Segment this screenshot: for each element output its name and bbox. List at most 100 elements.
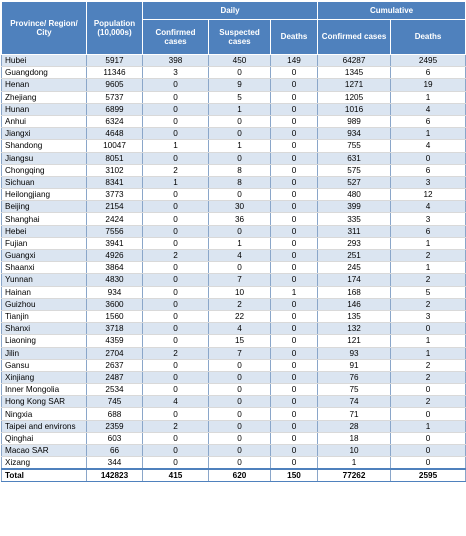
population-cell: 8341: [86, 176, 143, 190]
daily-confirmed-cell: 2: [142, 347, 209, 360]
daily-suspected-cell: 1: [208, 103, 271, 116]
cumulative-deaths-cell: 3: [390, 310, 466, 324]
daily-group-header: Daily: [141, 1, 319, 20]
population-cell: 2637: [86, 359, 143, 372]
region-cell: Heilongjiang: [1, 188, 87, 202]
cumulative-deaths-cell: 0: [390, 407, 466, 421]
region-cell: Zhejiang: [1, 91, 87, 104]
cumulative-deaths-cell: 6: [390, 164, 466, 177]
table-row: Sichuan 8341 1 8 0 527 3: [1, 176, 466, 190]
daily-deaths-cell: 0: [269, 200, 318, 214]
daily-deaths-cell: 0: [269, 212, 318, 226]
daily-confirmed-cell: 1: [142, 176, 209, 190]
daily-confirmed-cell: 398: [142, 54, 209, 68]
daily-suspected-cell: 5: [208, 91, 271, 104]
cumulative-deaths-cell: 1: [390, 127, 466, 141]
total-daily-suspected-cell: 620: [208, 468, 271, 483]
population-cell: 5737: [86, 91, 143, 104]
cumulative-deaths-header: Deaths: [390, 19, 466, 55]
cumulative-confirmed-cell: 168: [317, 286, 391, 299]
daily-suspected-cell: 36: [208, 212, 271, 226]
table-row: Shanghai 2424 0 36 0 335 3: [1, 212, 466, 226]
table-row: Ningxia 688 0 0 0 71 0: [1, 407, 466, 421]
population-cell: 745: [86, 395, 143, 409]
cumulative-deaths-cell: 3: [390, 176, 466, 190]
total-cumulative-deaths-cell: 2595: [390, 468, 466, 483]
total-cumulative-confirmed-cell: 77262: [317, 468, 391, 483]
table-row: Henan 9605 0 9 0 1271 19: [1, 78, 466, 92]
region-cell: Beijing: [1, 200, 87, 214]
cumulative-confirmed-cell: 28: [317, 420, 391, 433]
daily-deaths-cell: 0: [269, 249, 318, 263]
table-body: Hubei 5917 398 450 149 64287 2495 Guangdong 1134…: [1, 54, 466, 483]
table-row: Guizhou 3600 0 2 0 146 2: [1, 298, 466, 311]
cumulative-deaths-cell: 3: [390, 212, 466, 226]
daily-suspected-cell: 0: [208, 456, 271, 470]
region-cell: Qinghai: [1, 432, 87, 446]
cumulative-confirmed-cell: 934: [317, 127, 391, 141]
daily-confirmed-cell: 0: [142, 200, 209, 214]
daily-confirmed-cell: 0: [142, 152, 209, 165]
region-cell: Macao SAR: [1, 444, 87, 458]
table-row: Yunnan 4830 0 7 0 174 2: [1, 273, 466, 287]
region-cell: Hunan: [1, 103, 87, 116]
daily-confirmed-cell: 2: [142, 420, 209, 433]
cumulative-deaths-cell: 0: [390, 383, 466, 397]
table-row: Beijing 2154 0 30 0 399 4: [1, 200, 466, 214]
daily-deaths-cell: 0: [269, 395, 318, 409]
cumulative-deaths-cell: 6: [390, 115, 466, 129]
daily-confirmed-cell: 0: [142, 127, 209, 141]
table-row: Fujian 3941 0 1 0 293 1: [1, 237, 466, 251]
cumulative-deaths-cell: 2495: [390, 54, 466, 68]
region-cell: Fujian: [1, 237, 87, 251]
daily-confirmed-cell: 2: [142, 249, 209, 263]
table-row: Shandong 10047 1 1 0 755 4: [1, 139, 466, 153]
population-cell: 344: [86, 456, 143, 470]
cumulative-confirmed-cell: 575: [317, 164, 391, 177]
daily-deaths-cell: 0: [269, 225, 318, 238]
daily-confirmed-cell: 0: [142, 298, 209, 311]
daily-confirmed-cell: 0: [142, 432, 209, 446]
table-row: Qinghai 603 0 0 0 18 0: [1, 432, 466, 446]
cumulative-deaths-cell: 6: [390, 225, 466, 238]
population-cell: 3600: [86, 298, 143, 311]
table-row: Gansu 2637 0 0 0 91 2: [1, 359, 466, 372]
cumulative-deaths-cell: 1: [390, 334, 466, 348]
cumulative-deaths-cell: 2: [390, 359, 466, 372]
daily-deaths-cell: 0: [269, 456, 318, 470]
daily-deaths-cell: 0: [269, 322, 318, 336]
daily-deaths-cell: 0: [269, 91, 318, 104]
daily-suspected-cell: 8: [208, 176, 271, 190]
population-cell: 2359: [86, 420, 143, 433]
total-daily-confirmed-cell: 415: [142, 468, 209, 483]
region-cell: Hubei: [1, 54, 87, 68]
region-cell: Inner Mongolia: [1, 383, 87, 397]
daily-deaths-cell: 0: [269, 176, 318, 190]
daily-deaths-cell: 0: [269, 127, 318, 141]
region-cell: Guizhou: [1, 298, 87, 311]
daily-deaths-cell: 0: [269, 407, 318, 421]
daily-deaths-cell: 0: [269, 261, 318, 275]
region-cell: Shandong: [1, 139, 87, 153]
daily-confirmed-cell: 0: [142, 286, 209, 299]
daily-suspected-cell: 0: [208, 188, 271, 202]
population-cell: 3718: [86, 322, 143, 336]
table-row: Chongqing 3102 2 8 0 575 6: [1, 164, 466, 177]
cumulative-confirmed-cell: 1016: [317, 103, 391, 116]
population-cell: 6324: [86, 115, 143, 129]
daily-confirmed-cell: 0: [142, 310, 209, 324]
region-cell: Anhui: [1, 115, 87, 129]
table-row: Zhejiang 5737 0 5 0 1205 1: [1, 91, 466, 104]
population-cell: 603: [86, 432, 143, 446]
cumulative-deaths-cell: 1: [390, 261, 466, 275]
daily-suspected-header: Suspected cases: [208, 19, 271, 55]
cumulative-confirmed-cell: 10: [317, 444, 391, 458]
daily-confirmed-cell: 0: [142, 407, 209, 421]
region-cell: Xizang: [1, 456, 87, 470]
daily-suspected-cell: 450: [208, 54, 271, 68]
daily-confirmed-cell: 0: [142, 212, 209, 226]
region-cell: Guangxi: [1, 249, 87, 263]
cumulative-confirmed-cell: 93: [317, 347, 391, 360]
table-row: Inner Mongolia 2534 0 0 0 75 0: [1, 383, 466, 397]
table-row: Jiangsu 8051 0 0 0 631 0: [1, 152, 466, 165]
